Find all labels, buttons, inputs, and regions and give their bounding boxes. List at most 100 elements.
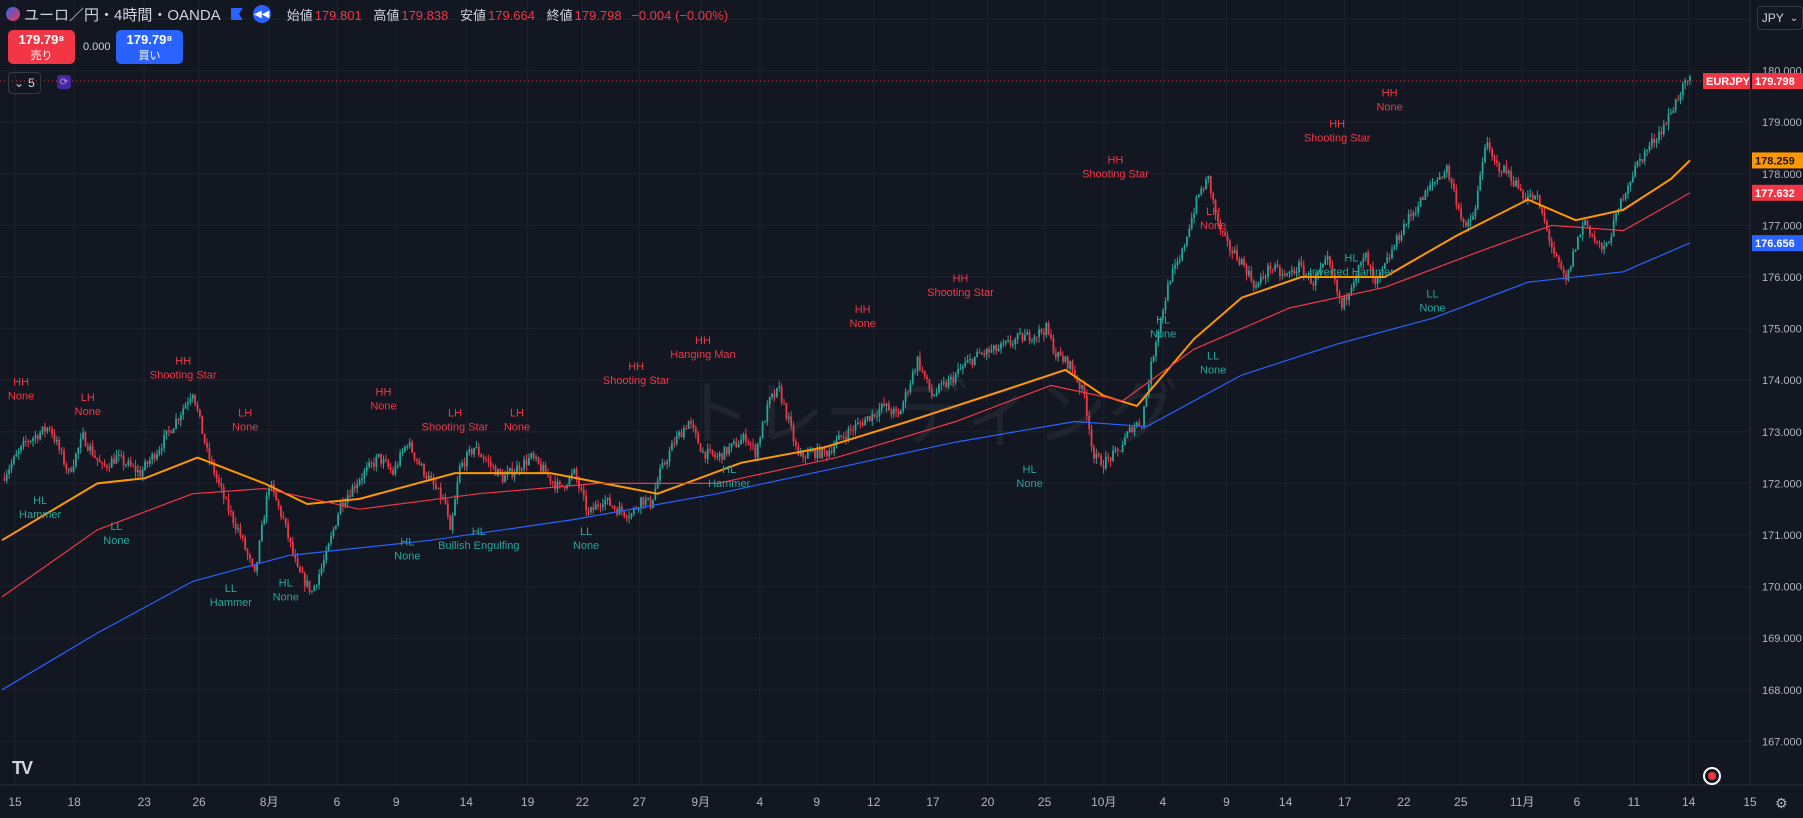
ohlc-close-label: 終値 [546,7,573,23]
y-tick-label: 174.000 [1762,375,1802,387]
pattern-label: None [1016,478,1042,490]
candle-body [1460,208,1463,219]
tradingview-logo-icon[interactable]: TV [12,758,33,778]
spread-value: 0.000 [83,41,111,53]
x-tick-label: 14 [1279,795,1293,809]
candle-body [854,424,857,431]
candle-body [1250,270,1253,281]
candle-body [151,454,154,460]
candle-body [1538,195,1541,208]
pattern-label: None [370,401,396,413]
candle-body [699,443,702,453]
candle-body [191,394,194,399]
candle-body [1608,242,1610,244]
candle-body [1326,256,1329,260]
candle-body [1624,193,1627,200]
candle-body [332,529,335,536]
candle-body [980,353,983,355]
candle-body [363,471,366,479]
candle-body [227,498,230,511]
candle-body [1143,406,1145,426]
candle-body [1681,83,1684,95]
candle-body [859,422,862,424]
candle-body [1598,242,1601,244]
candle-body [1288,271,1291,274]
candle-body [1407,213,1410,224]
candle-body [1634,165,1637,177]
candle-body [466,452,468,467]
candle-body [1116,448,1119,451]
candle-body [1097,453,1100,456]
candle-body [117,454,120,456]
candle-body [1684,80,1687,84]
indicator-toggle[interactable]: ⌄ 5 [8,72,41,94]
candle-body [489,461,492,466]
flag-icon[interactable] [230,8,243,20]
candle-body [411,442,413,453]
candle-body [1655,140,1658,143]
candle-body [1338,292,1341,299]
candle-body [249,554,251,559]
candle-body [1574,249,1577,252]
candle-body [1300,261,1303,266]
currency-selector[interactable]: JPY ⌄ [1757,6,1803,30]
candle-body [237,528,239,530]
symbol-tag [1703,73,1750,90]
candle-body [1197,194,1200,197]
candle-body [549,475,552,482]
candle-body [973,356,976,366]
buy-label: 買い [138,49,161,62]
pattern-label: None [1150,328,1176,340]
sell-button[interactable]: 179.79⁸ 売り [8,30,75,64]
candle-body [1193,213,1195,218]
candle-body [916,356,919,371]
candle-body [98,460,101,463]
candle-body [1264,277,1267,279]
candle-body [1009,340,1012,345]
candle-body [1031,340,1033,342]
candle-body [315,584,318,586]
candle-body [396,465,399,467]
candle-body [1486,142,1489,148]
candle-body [39,432,42,440]
buy-button[interactable]: 179.79⁸ 買い [116,30,183,64]
candle-body [96,457,99,461]
candle-body [1283,274,1286,276]
candle-body [947,379,950,387]
gear-icon[interactable]: ⚙ [1775,795,1788,811]
candle-body [747,442,750,444]
candle-body [13,456,15,464]
candle-body [818,446,821,458]
y-tick-label: 169.000 [1762,633,1802,645]
pattern-label: None [504,421,530,433]
watermark: トレーディング [680,375,1179,455]
candle-body [1002,343,1005,345]
candle-body [1257,282,1260,286]
candle-body [964,362,967,367]
candle-body [942,382,945,384]
candle-body [60,449,63,451]
y-tick-label: 178.000 [1762,169,1802,181]
candle-body [437,487,440,489]
candle-body [892,408,895,415]
candle-body [768,397,771,405]
candle-body [737,444,740,448]
candle-body [554,481,557,489]
candle-body [1534,195,1536,200]
candle-body [611,505,614,507]
pattern-label: None [273,592,299,604]
candle-body [404,446,406,452]
candle-body [702,451,704,453]
chevron-down-icon: ⌄ [1789,12,1799,24]
pivot-label: HL [279,578,293,590]
candle-body [1259,276,1262,283]
record-icon[interactable] [1703,767,1721,785]
candle-body [1336,280,1339,293]
candle-body [103,463,106,466]
symbol-title[interactable]: ユーロ／円・4時間・OANDA [24,6,221,24]
candle-body [1004,341,1007,344]
replay-icon[interactable]: ◀◀ [252,5,271,23]
pivot-label: HL [472,526,486,538]
candle-body [387,461,390,468]
